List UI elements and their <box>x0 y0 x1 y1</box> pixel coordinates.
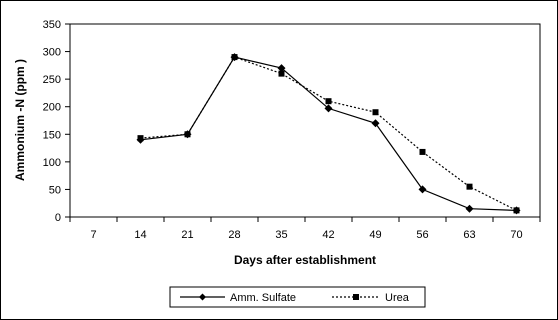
x-tick-label: 35 <box>275 229 287 241</box>
amm-sulfate-point <box>324 104 333 113</box>
x-tick-label: 49 <box>369 229 381 241</box>
x-tick-label: 21 <box>181 229 193 241</box>
series-layer <box>136 53 521 215</box>
x-tick-label: 28 <box>228 229 240 241</box>
urea-point <box>419 148 426 155</box>
urea-point <box>231 54 238 61</box>
urea-point <box>372 109 379 116</box>
x-axis-title: Days after establishment <box>234 253 376 267</box>
urea-point <box>278 70 285 77</box>
y-tick-label: 50 <box>49 184 61 196</box>
x-tick-label: 7 <box>90 229 96 241</box>
urea-point <box>513 207 520 214</box>
x-tick-label: 42 <box>322 229 334 241</box>
urea-point <box>137 135 144 142</box>
y-axis: 0 50 100 150 200 250 300 350 <box>43 19 70 224</box>
legend-box <box>169 286 426 308</box>
y-tick-label: 200 <box>43 102 61 114</box>
legend-label-urea: Urea <box>385 292 410 304</box>
y-tick-label: 150 <box>43 129 61 141</box>
x-tick-label: 14 <box>134 229 146 241</box>
amm-sulfate-point <box>277 64 286 73</box>
x-axis: 7 14 21 28 35 42 49 56 63 70 <box>69 217 541 241</box>
legend-urea-marker <box>353 294 359 300</box>
y-tick-label: 100 <box>43 157 61 169</box>
amm-sulfate-point <box>371 119 380 128</box>
legend: Amm. Sulfate Urea <box>169 286 426 308</box>
x-tick-label: 63 <box>463 229 475 241</box>
y-tick-label: 350 <box>43 19 61 31</box>
y-axis-title: Ammonium -N (ppm ) <box>13 59 27 181</box>
y-tick-label: 300 <box>43 47 61 59</box>
x-tick-label: 56 <box>416 229 428 241</box>
amm-sulfate-point <box>418 185 427 194</box>
plot-area <box>69 23 541 218</box>
legend-label-amm-sulfate: Amm. Sulfate <box>230 292 296 304</box>
y-tick-label: 0 <box>55 212 61 224</box>
legend-sulfate-marker <box>199 293 206 301</box>
y-tick-label: 250 <box>43 74 61 86</box>
x-tick-label: 70 <box>510 229 522 241</box>
urea-point <box>184 131 191 138</box>
urea-point <box>325 98 332 105</box>
urea-point <box>466 183 473 190</box>
amm-sulfate-point <box>465 204 474 213</box>
